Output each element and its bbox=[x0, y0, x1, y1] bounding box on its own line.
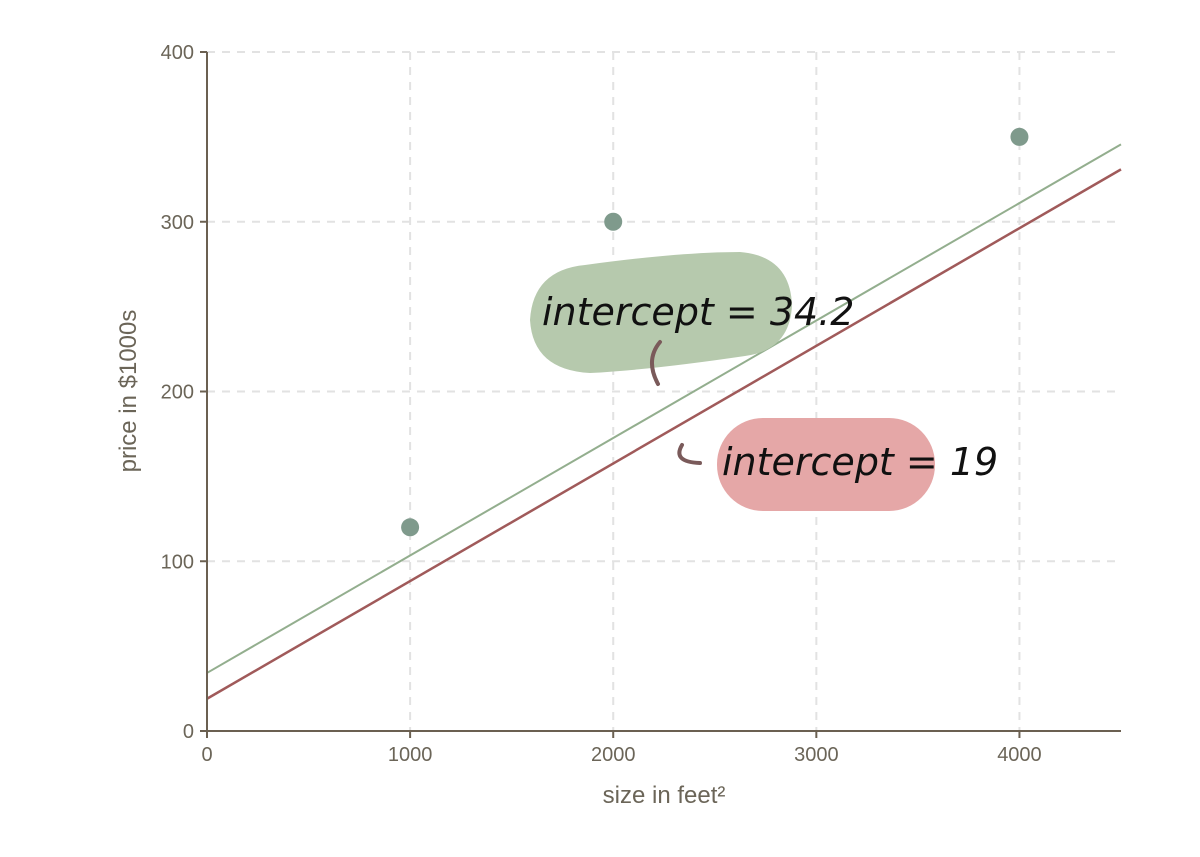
regression-lines bbox=[206, 143, 1122, 700]
data-points bbox=[401, 127, 1029, 537]
annotation-bubble-red bbox=[717, 418, 935, 511]
regression-line-0 bbox=[206, 143, 1122, 674]
y-tick-label: 400 bbox=[161, 42, 194, 64]
annotation-bubble-green bbox=[530, 252, 792, 373]
annotation-text-green: intercept = 34.2 bbox=[542, 290, 854, 334]
y-tick-label: 300 bbox=[161, 212, 194, 234]
y-tick-label: 200 bbox=[161, 382, 194, 404]
regression-line-1 bbox=[206, 168, 1122, 700]
annotation-pointer-green bbox=[650, 340, 662, 386]
data-point-0 bbox=[401, 518, 420, 537]
x-tick-label: 3000 bbox=[794, 744, 839, 766]
x-tick-label: 1000 bbox=[388, 744, 433, 766]
data-point-1 bbox=[604, 212, 623, 231]
annotation-intercept-19: intercept = 19 bbox=[677, 418, 998, 511]
y-axis-title: price in $1000s bbox=[115, 310, 142, 473]
tick-labels: 0 1000 2000 3000 4000 0 100 200 300 400 bbox=[161, 42, 1042, 766]
data-point-2 bbox=[1010, 127, 1029, 146]
x-tick-label: 4000 bbox=[997, 744, 1042, 766]
annotation-pointer-red bbox=[677, 443, 702, 465]
x-tick-label: 2000 bbox=[591, 744, 636, 766]
y-tick-label: 0 bbox=[183, 721, 194, 743]
annotation-intercept-34: intercept = 34.2 bbox=[530, 252, 854, 386]
x-axis-title: size in feet² bbox=[603, 782, 726, 809]
grid bbox=[207, 51, 1121, 731]
x-tick-label: 0 bbox=[201, 744, 212, 766]
annotation-text-red: intercept = 19 bbox=[722, 440, 998, 484]
y-tick-label: 100 bbox=[161, 551, 194, 573]
